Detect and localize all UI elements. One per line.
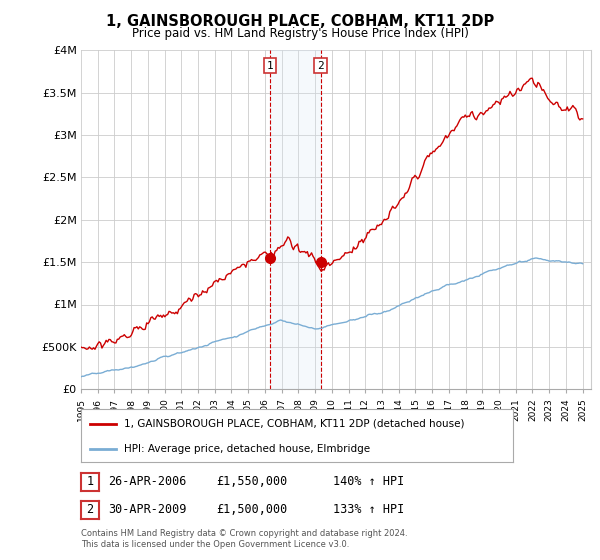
Text: 2: 2 xyxy=(86,503,94,516)
Text: HPI: Average price, detached house, Elmbridge: HPI: Average price, detached house, Elmb… xyxy=(124,444,370,454)
Text: 133% ↑ HPI: 133% ↑ HPI xyxy=(333,503,404,516)
Text: 1, GAINSBOROUGH PLACE, COBHAM, KT11 2DP (detached house): 1, GAINSBOROUGH PLACE, COBHAM, KT11 2DP … xyxy=(124,419,465,429)
Text: Price paid vs. HM Land Registry's House Price Index (HPI): Price paid vs. HM Land Registry's House … xyxy=(131,27,469,40)
Text: 1: 1 xyxy=(267,60,274,71)
Text: 2: 2 xyxy=(317,60,324,71)
Text: 1: 1 xyxy=(86,475,94,488)
Text: £1,550,000: £1,550,000 xyxy=(216,475,287,488)
Text: Contains HM Land Registry data © Crown copyright and database right 2024.
This d: Contains HM Land Registry data © Crown c… xyxy=(81,529,407,549)
Bar xyxy=(270,50,320,389)
Text: £1,500,000: £1,500,000 xyxy=(216,503,287,516)
Text: 30-APR-2009: 30-APR-2009 xyxy=(108,503,187,516)
Text: 140% ↑ HPI: 140% ↑ HPI xyxy=(333,475,404,488)
Text: 26-APR-2006: 26-APR-2006 xyxy=(108,475,187,488)
Text: 1, GAINSBOROUGH PLACE, COBHAM, KT11 2DP: 1, GAINSBOROUGH PLACE, COBHAM, KT11 2DP xyxy=(106,14,494,29)
